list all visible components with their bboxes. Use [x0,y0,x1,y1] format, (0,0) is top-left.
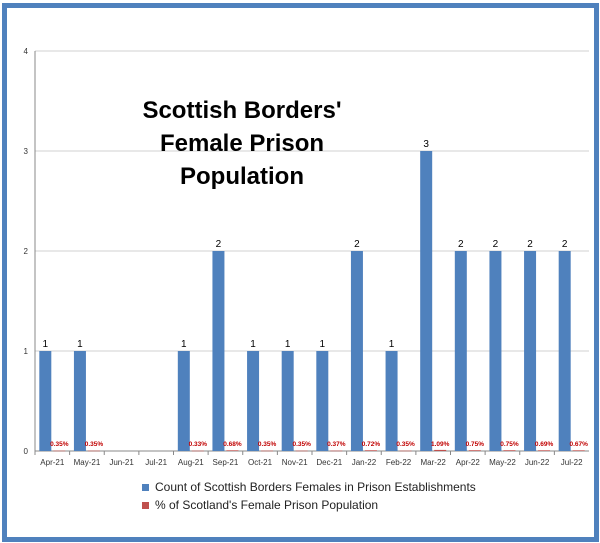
percent-data-label: 0.72% [362,441,381,448]
percent-data-label: 0.35% [85,441,104,448]
count-bar [489,251,502,451]
percent-bar [87,450,100,452]
x-tick-label: May-22 [489,458,516,467]
chart-title: Scottish Borders' Female Prison Populati… [142,97,342,190]
x-tick-label: Nov-21 [282,458,308,467]
legend-entry-percent: % of Scotland's Female Prison Population [142,496,476,514]
percent-data-label: 0.69% [535,441,554,448]
y-tick-label: 1 [24,347,29,356]
x-tick-label: Jun-21 [109,458,134,467]
percent-bar [226,450,239,451]
percent-data-label: 0.67% [569,441,588,448]
count-data-label: 1 [389,339,395,350]
percent-bar [53,450,66,452]
percent-bar [572,450,585,451]
count-bar [247,351,260,451]
count-bar [524,251,537,451]
count-bar [420,151,433,451]
count-data-label: 1 [320,339,326,350]
chart-frame: 0 1 2 3 4 Apr-21 1 0.35% May-21 1 0.35% Jun-21 Jul-2… [2,3,599,542]
percent-bar [261,450,274,452]
x-tick-label: Jul-22 [561,458,583,467]
count-data-label: 2 [493,239,499,250]
x-tick-label: Feb-22 [386,458,412,467]
count-data-label: 2 [562,239,568,250]
percent-bar [468,450,481,451]
percent-data-label: 0.35% [50,441,69,448]
y-tick-label: 0 [24,447,29,456]
percent-bar [399,450,412,452]
y-tick-label: 4 [24,47,29,56]
count-data-label: 2 [527,239,533,250]
x-tick-label: Jul-21 [145,458,167,467]
percent-data-label: 1.09% [431,441,450,448]
count-data-label: 2 [216,239,222,250]
percent-data-label: 0.33% [189,441,208,448]
x-tick-label: Aug-21 [178,458,204,467]
x-tick-label: Jun-22 [525,458,550,467]
percent-data-label: 0.35% [292,441,311,448]
percent-data-label: 0.75% [466,441,485,448]
x-tick-label: Apr-22 [456,458,481,467]
count-data-label: 1 [43,339,49,350]
percent-data-label: 0.75% [500,441,519,448]
count-bar [212,251,225,451]
count-data-label: 3 [423,139,429,150]
count-bar [558,251,571,451]
percent-data-label: 0.35% [258,441,277,448]
count-data-label: 1 [250,339,256,350]
y-tick-label: 3 [24,147,29,156]
x-tick-label: May-21 [74,458,101,467]
chart-legend: Count of Scottish Borders Females in Pri… [142,478,476,514]
percent-bar [538,450,551,451]
percent-data-label: 0.68% [223,441,242,448]
count-bar [281,351,294,451]
count-bar [39,351,52,451]
percent-bar [191,450,204,452]
count-bar [73,351,86,451]
count-data-label: 1 [181,339,187,350]
legend-swatch-count [142,483,149,491]
legend-label-count: Count of Scottish Borders Females in Pri… [155,480,476,494]
percent-bar [364,450,377,451]
count-data-label: 2 [458,239,464,250]
legend-swatch-percent [142,501,149,509]
x-tick-label: Jan-22 [352,458,377,467]
legend-label-percent: % of Scotland's Female Prison Population [155,498,379,512]
count-data-label: 1 [285,339,291,350]
x-tick-label: Sep-21 [213,458,239,467]
legend-entry-count: Count of Scottish Borders Females in Pri… [142,478,476,496]
count-bar [385,351,398,451]
chart-plot-area: 0 1 2 3 4 Apr-21 1 0.35% May-21 1 0.35% Jun-21 Jul-2… [24,47,589,467]
count-data-label: 2 [354,239,360,250]
count-data-label: 1 [77,339,83,350]
percent-bar [330,450,343,452]
percent-data-label: 0.35% [396,441,415,448]
y-tick-label: 2 [24,247,29,256]
count-bar [316,351,329,451]
percent-data-label: 0.37% [327,441,346,448]
x-tick-label: Apr-21 [40,458,65,467]
x-tick-label: Oct-21 [248,458,273,467]
x-tick-label: Dec-21 [316,458,342,467]
count-bar [454,251,467,451]
x-tick-label: Mar-22 [421,458,447,467]
count-bar [350,251,363,451]
percent-bar [434,449,447,451]
percent-bar [503,450,516,451]
count-bar [177,351,190,451]
percent-bar [295,450,308,452]
